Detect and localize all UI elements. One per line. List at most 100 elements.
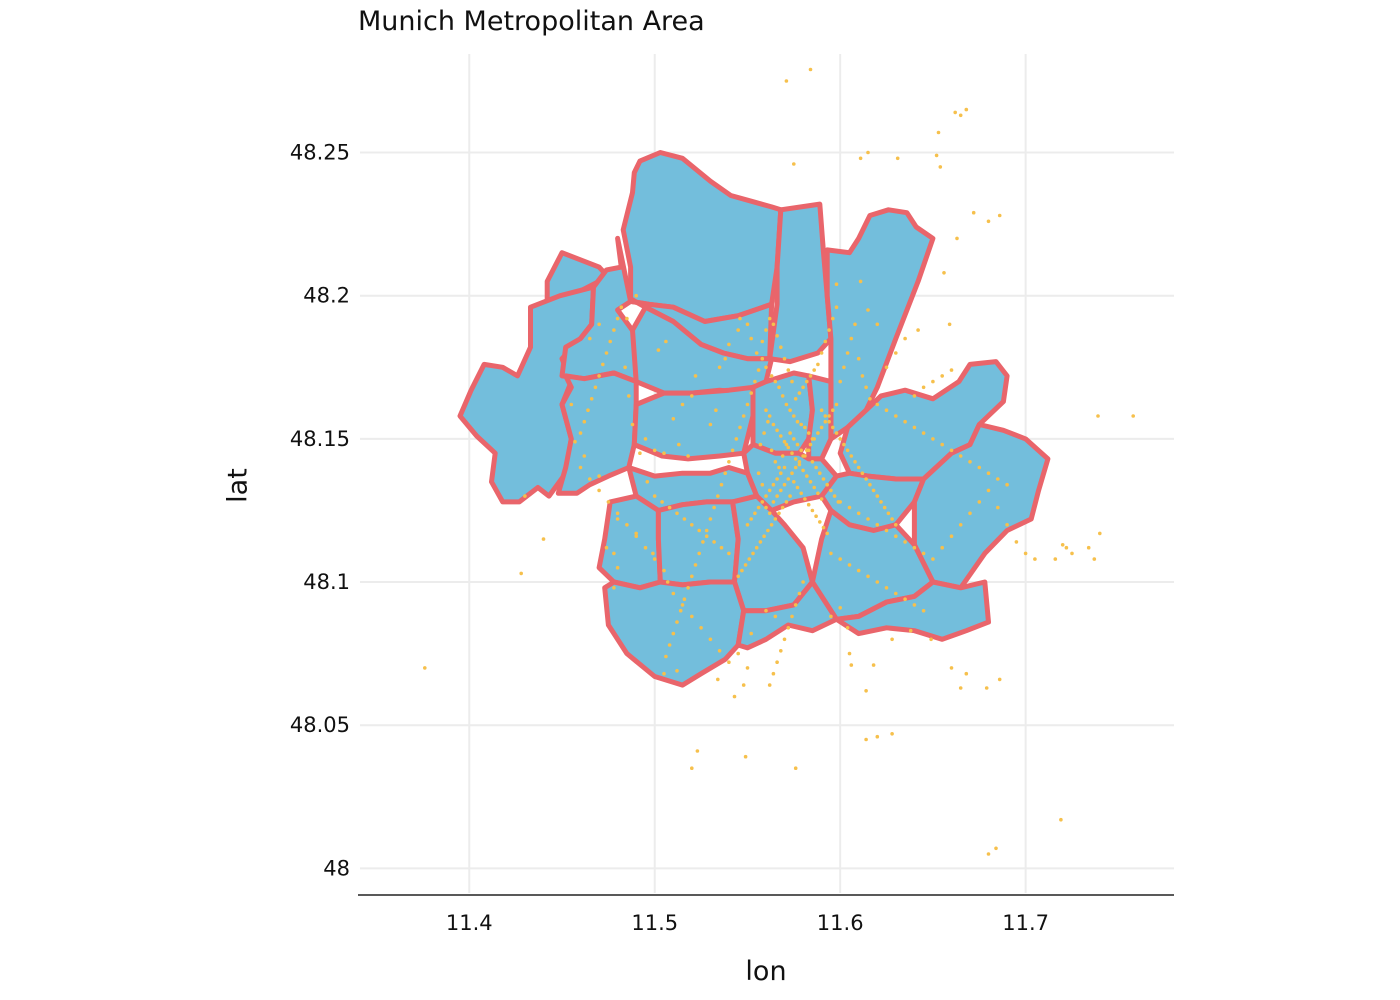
x-tick-label: 11.5 — [631, 911, 678, 935]
location-point — [875, 322, 880, 327]
location-point — [775, 428, 779, 433]
location-point — [845, 448, 850, 453]
location-point — [615, 316, 620, 321]
location-point — [623, 365, 627, 370]
location-point — [779, 471, 783, 476]
location-point — [799, 448, 803, 453]
location-point — [597, 374, 601, 378]
location-point — [749, 391, 753, 395]
location-point — [732, 694, 737, 699]
location-point — [780, 505, 785, 510]
location-point — [1096, 414, 1100, 418]
location-point — [958, 686, 963, 690]
location-point — [753, 511, 757, 516]
location-point — [797, 460, 802, 464]
location-point — [775, 477, 779, 481]
location-point — [782, 465, 787, 470]
location-point — [997, 677, 1002, 682]
location-point — [665, 580, 670, 584]
location-point — [875, 580, 880, 584]
location-point — [690, 523, 694, 527]
location-point — [831, 316, 835, 321]
location-point — [818, 520, 822, 524]
location-point — [652, 557, 657, 561]
location-point — [745, 666, 750, 670]
location-point — [682, 517, 687, 521]
location-point — [847, 651, 852, 656]
location-point — [829, 488, 833, 493]
location-point — [634, 293, 638, 298]
location-point — [749, 517, 753, 521]
location-point — [708, 517, 713, 521]
y-tick-label: 48.1 — [303, 570, 350, 594]
location-point — [958, 523, 963, 527]
location-point — [651, 551, 655, 556]
location-point — [795, 442, 800, 447]
location-point — [1070, 551, 1074, 556]
location-point — [792, 437, 796, 441]
location-point — [793, 457, 798, 461]
location-point — [784, 402, 789, 407]
location-point — [931, 437, 935, 441]
location-point — [760, 339, 765, 344]
location-point — [762, 431, 766, 435]
location-point — [597, 474, 601, 478]
location-point — [743, 754, 748, 759]
location-point — [686, 454, 690, 458]
location-point — [766, 528, 770, 533]
location-point — [582, 419, 587, 424]
location-point — [958, 113, 963, 118]
location-point — [717, 649, 722, 653]
location-point — [871, 663, 876, 667]
location-point — [762, 534, 766, 538]
location-point — [690, 574, 694, 579]
location-point — [760, 500, 765, 504]
location-point — [695, 749, 700, 753]
location-point — [890, 517, 894, 521]
location-point — [1098, 531, 1102, 536]
location-point — [634, 534, 638, 538]
location-point — [619, 305, 624, 310]
location-point — [612, 586, 616, 590]
location-point — [652, 494, 657, 498]
location-point — [662, 451, 666, 456]
location-point — [771, 500, 776, 504]
location-point — [662, 568, 666, 573]
y-tick-label: 48.2 — [303, 284, 350, 308]
location-point — [788, 494, 792, 498]
location-point — [847, 505, 852, 510]
location-point — [730, 448, 735, 453]
location-point — [912, 603, 917, 607]
location-point — [680, 603, 685, 607]
location-point — [986, 219, 991, 224]
location-point — [968, 511, 972, 516]
location-point — [690, 394, 694, 398]
location-point — [1033, 557, 1037, 561]
location-point — [638, 451, 642, 456]
district-layer — [457, 150, 1051, 688]
location-point — [805, 474, 809, 478]
location-point — [586, 408, 590, 413]
location-point — [601, 362, 605, 367]
location-point — [589, 397, 594, 401]
location-point — [664, 654, 668, 659]
location-point — [977, 500, 982, 504]
location-point — [675, 669, 679, 673]
location-point — [853, 460, 857, 464]
location-point — [921, 551, 926, 556]
location-point — [831, 408, 835, 413]
location-point — [786, 477, 791, 481]
location-point — [936, 130, 941, 135]
district-polygon — [735, 579, 839, 651]
location-point — [831, 425, 835, 430]
location-point — [758, 442, 763, 447]
location-point — [875, 523, 880, 527]
location-point — [423, 666, 427, 670]
location-point — [821, 477, 826, 481]
location-point — [745, 322, 750, 327]
location-point — [866, 574, 870, 579]
location-point — [1092, 557, 1097, 561]
location-point — [693, 563, 698, 567]
location-point — [799, 491, 803, 496]
location-point — [767, 316, 772, 321]
